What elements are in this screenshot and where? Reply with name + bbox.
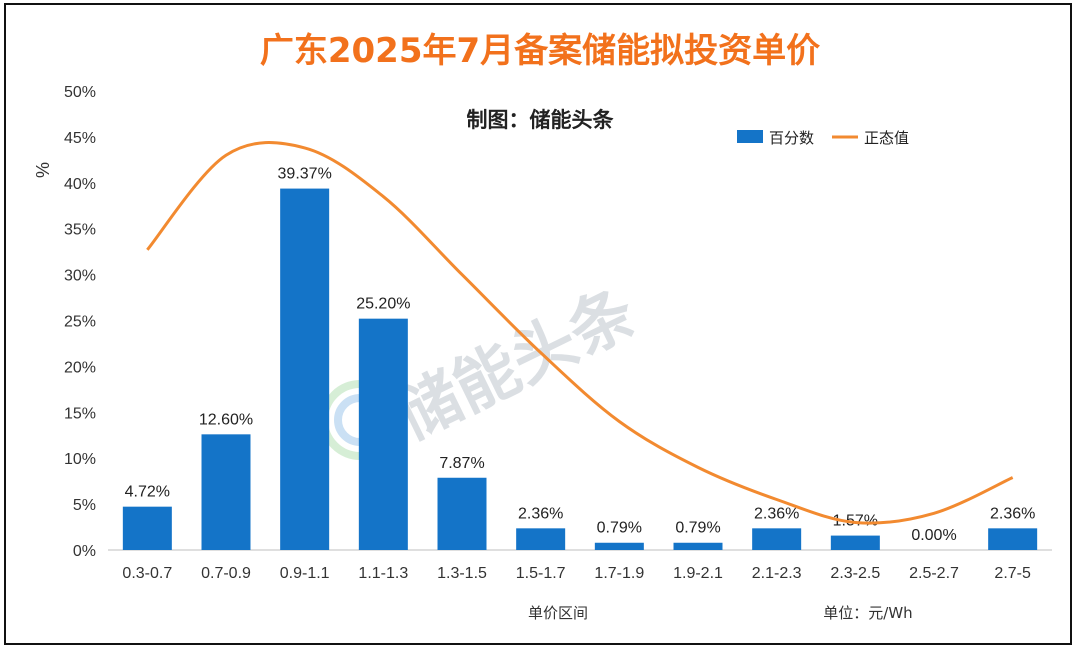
y-tick-label: 10% bbox=[64, 451, 96, 468]
bar bbox=[201, 434, 251, 550]
y-axis: 0% 5% 10% 15% 20% 25% 30% 35% 40% 45% 50% bbox=[64, 84, 96, 560]
x-tick-label: 0.9-1.1 bbox=[280, 565, 330, 582]
legend-swatch-bar bbox=[737, 130, 763, 143]
bar bbox=[437, 477, 487, 550]
x-tick-label: 2.7-5 bbox=[994, 565, 1031, 582]
watermark-text: 储能头条 bbox=[385, 276, 648, 455]
bar bbox=[988, 528, 1038, 550]
bar-data-label: 25.20% bbox=[356, 296, 410, 313]
bar bbox=[516, 528, 566, 550]
bar-data-label: 0.79% bbox=[597, 520, 642, 537]
bar-series bbox=[122, 188, 1038, 550]
bar bbox=[122, 506, 172, 550]
legend-label-bar: 百分数 bbox=[769, 129, 814, 147]
bar-data-label: 2.36% bbox=[990, 505, 1035, 522]
x-axis-title: 单价区间 bbox=[528, 604, 588, 622]
bar-data-label: 0.00% bbox=[911, 527, 956, 544]
y-tick-label: 40% bbox=[64, 176, 96, 193]
x-tick-label: 1.3-1.5 bbox=[437, 565, 487, 582]
bar bbox=[830, 535, 880, 550]
bar bbox=[280, 188, 330, 550]
x-tick-label: 2.1-2.3 bbox=[752, 565, 802, 582]
x-axis: 0.3-0.7 0.7-0.9 0.9-1.1 1.1-1.3 1.3-1.5 1.5-1… bbox=[122, 565, 1031, 582]
unit-note: 单位：元/Wh bbox=[823, 604, 912, 622]
bar-data-label: 0.79% bbox=[675, 520, 720, 537]
bar-data-label: 2.36% bbox=[754, 505, 799, 522]
bar-data-label: 39.37% bbox=[278, 166, 332, 183]
bar bbox=[752, 528, 802, 550]
bar bbox=[594, 542, 644, 550]
chart-title: 广东2025年7月备案储能拟投资单价 bbox=[260, 31, 820, 71]
chart-subtitle: 制图：储能头条 bbox=[467, 108, 615, 132]
y-tick-label: 20% bbox=[64, 359, 96, 376]
bar-data-label: 2.36% bbox=[518, 505, 563, 522]
y-tick-label: 25% bbox=[64, 314, 96, 331]
y-tick-label: 5% bbox=[73, 497, 96, 514]
x-tick-label: 0.3-0.7 bbox=[122, 565, 172, 582]
bar-data-label: 12.60% bbox=[199, 411, 253, 428]
x-tick-label: 0.7-0.9 bbox=[201, 565, 251, 582]
data-labels: 4.72% 12.60% 39.37% 25.20% 7.87% 2.36% 0.79% 0.… bbox=[125, 166, 1036, 544]
x-tick-label: 1.5-1.7 bbox=[516, 565, 566, 582]
bar-data-label: 4.72% bbox=[125, 484, 170, 501]
y-tick-label: 50% bbox=[64, 84, 96, 101]
x-tick-label: 2.5-2.7 bbox=[909, 565, 959, 582]
x-tick-label: 1.9-2.1 bbox=[673, 565, 723, 582]
y-tick-label: 15% bbox=[64, 405, 96, 422]
bar bbox=[673, 542, 723, 550]
x-tick-label: 1.1-1.3 bbox=[358, 565, 408, 582]
legend: 百分数 正态值 bbox=[737, 129, 909, 147]
y-axis-label: % bbox=[33, 162, 53, 178]
normal-curve-line bbox=[146, 141, 1014, 525]
x-tick-label: 1.7-1.9 bbox=[594, 565, 644, 582]
y-tick-label: 0% bbox=[73, 543, 96, 560]
bar-data-label: 7.87% bbox=[439, 455, 484, 472]
y-tick-label: 30% bbox=[64, 268, 96, 285]
x-tick-label: 2.3-2.5 bbox=[830, 565, 880, 582]
y-tick-label: 35% bbox=[64, 222, 96, 239]
y-tick-label: 45% bbox=[64, 130, 96, 147]
bar bbox=[358, 318, 408, 550]
legend-label-line: 正态值 bbox=[864, 129, 909, 147]
